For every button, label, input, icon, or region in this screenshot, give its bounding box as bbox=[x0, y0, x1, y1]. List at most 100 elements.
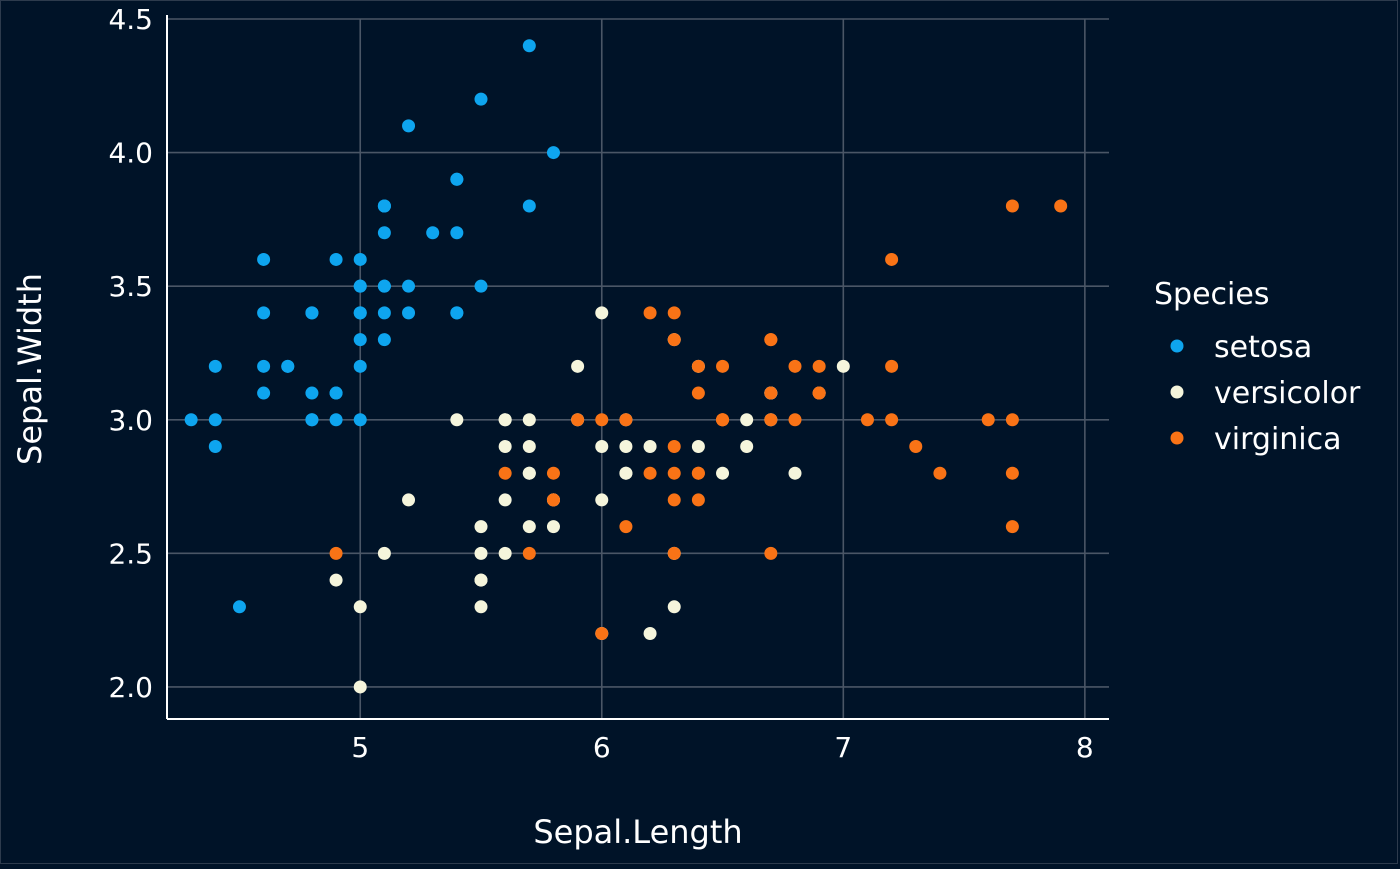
legend-items: setosa versicolor virginica bbox=[1170, 330, 1361, 457]
data-point-versicolor bbox=[836, 359, 850, 373]
data-point-virginica bbox=[691, 386, 705, 400]
legend-key-virginica bbox=[1170, 431, 1184, 445]
data-point-setosa bbox=[353, 279, 367, 293]
data-point-virginica bbox=[788, 413, 802, 427]
data-points bbox=[184, 39, 1068, 694]
data-point-virginica bbox=[619, 520, 633, 534]
data-point-versicolor bbox=[595, 493, 609, 507]
data-point-virginica bbox=[329, 546, 343, 560]
x-tick-label: 8 bbox=[1076, 731, 1094, 764]
legend-key-setosa bbox=[1170, 339, 1184, 353]
legend-label-versicolor: versicolor bbox=[1214, 376, 1361, 411]
data-point-setosa bbox=[232, 600, 246, 614]
data-point-virginica bbox=[667, 466, 681, 480]
data-point-versicolor bbox=[474, 546, 488, 560]
data-point-virginica bbox=[643, 466, 657, 480]
data-point-virginica bbox=[619, 413, 633, 427]
data-point-virginica bbox=[981, 413, 995, 427]
data-point-setosa bbox=[257, 359, 271, 373]
y-tick-label: 4.0 bbox=[108, 137, 153, 170]
data-point-setosa bbox=[377, 199, 391, 213]
data-point-setosa bbox=[208, 413, 222, 427]
data-point-versicolor bbox=[474, 600, 488, 614]
data-point-setosa bbox=[450, 226, 464, 240]
data-point-virginica bbox=[667, 546, 681, 560]
data-point-virginica bbox=[1005, 413, 1019, 427]
data-point-virginica bbox=[522, 546, 536, 560]
data-point-virginica bbox=[788, 359, 802, 373]
data-point-versicolor bbox=[402, 493, 416, 507]
y-tick-label: 3.5 bbox=[108, 270, 153, 303]
data-point-virginica bbox=[885, 359, 899, 373]
data-point-virginica bbox=[764, 333, 778, 347]
data-point-setosa bbox=[305, 306, 319, 320]
data-point-setosa bbox=[377, 226, 391, 240]
data-point-setosa bbox=[474, 279, 488, 293]
data-point-setosa bbox=[184, 413, 198, 427]
data-point-setosa bbox=[450, 306, 464, 320]
data-point-virginica bbox=[667, 306, 681, 320]
x-tick-label: 6 bbox=[593, 731, 611, 764]
x-tick-label: 5 bbox=[351, 731, 369, 764]
axes bbox=[166, 15, 1109, 720]
data-point-virginica bbox=[860, 413, 874, 427]
data-point-setosa bbox=[522, 39, 536, 53]
data-point-versicolor bbox=[619, 466, 633, 480]
data-point-versicolor bbox=[643, 627, 657, 641]
data-point-virginica bbox=[1005, 520, 1019, 534]
data-point-setosa bbox=[257, 306, 271, 320]
data-point-versicolor bbox=[522, 466, 536, 480]
data-point-setosa bbox=[426, 226, 440, 240]
data-point-virginica bbox=[716, 359, 730, 373]
data-point-virginica bbox=[667, 439, 681, 453]
data-point-setosa bbox=[450, 172, 464, 186]
x-axis-label: Sepal.Length bbox=[533, 813, 742, 851]
data-point-versicolor bbox=[377, 546, 391, 560]
data-point-versicolor bbox=[522, 520, 536, 534]
tick-labels: 5 6 7 8 2.0 2.5 3.0 3.5 4.0 4.5 bbox=[108, 3, 1093, 764]
legend-label-setosa: setosa bbox=[1214, 330, 1312, 365]
data-point-versicolor bbox=[643, 439, 657, 453]
data-point-virginica bbox=[716, 413, 730, 427]
data-point-setosa bbox=[329, 252, 343, 266]
data-point-versicolor bbox=[498, 413, 512, 427]
data-point-setosa bbox=[353, 306, 367, 320]
data-point-versicolor bbox=[329, 573, 343, 587]
data-point-setosa bbox=[353, 252, 367, 266]
data-point-virginica bbox=[764, 386, 778, 400]
data-point-versicolor bbox=[474, 573, 488, 587]
data-point-setosa bbox=[257, 252, 271, 266]
data-point-setosa bbox=[402, 119, 416, 133]
data-point-virginica bbox=[595, 627, 609, 641]
data-point-setosa bbox=[377, 333, 391, 347]
data-point-virginica bbox=[909, 439, 923, 453]
data-point-virginica bbox=[1005, 466, 1019, 480]
data-point-versicolor bbox=[498, 493, 512, 507]
data-point-setosa bbox=[329, 413, 343, 427]
data-point-setosa bbox=[329, 386, 343, 400]
y-tick-label: 3.0 bbox=[108, 404, 153, 437]
data-point-setosa bbox=[377, 306, 391, 320]
y-tick-label: 4.5 bbox=[108, 3, 153, 36]
data-point-versicolor bbox=[571, 359, 585, 373]
data-point-virginica bbox=[812, 359, 826, 373]
data-point-virginica bbox=[595, 413, 609, 427]
y-tick-label: 2.5 bbox=[108, 537, 153, 570]
data-point-virginica bbox=[1005, 199, 1019, 213]
data-point-setosa bbox=[353, 333, 367, 347]
data-point-setosa bbox=[281, 359, 295, 373]
data-point-versicolor bbox=[740, 439, 754, 453]
data-point-virginica bbox=[885, 413, 899, 427]
legend-title: Species bbox=[1154, 277, 1269, 312]
data-point-setosa bbox=[402, 306, 416, 320]
data-point-setosa bbox=[353, 359, 367, 373]
data-point-setosa bbox=[257, 386, 271, 400]
data-point-virginica bbox=[691, 359, 705, 373]
data-point-versicolor bbox=[522, 413, 536, 427]
data-point-setosa bbox=[305, 386, 319, 400]
data-point-virginica bbox=[933, 466, 947, 480]
data-point-versicolor bbox=[474, 520, 488, 534]
data-point-versicolor bbox=[498, 439, 512, 453]
data-point-setosa bbox=[522, 199, 536, 213]
